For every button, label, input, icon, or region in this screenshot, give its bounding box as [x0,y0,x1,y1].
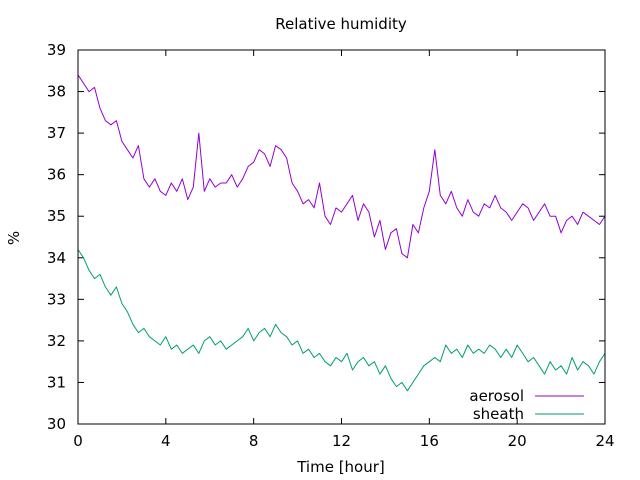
y-tick-label: 35 [47,207,66,225]
x-tick-label: 24 [595,432,614,450]
y-axis-label: % [5,231,23,245]
y-tick-label: 38 [47,83,66,101]
y-tick-label: 36 [47,166,66,184]
x-axis-label: Time [hour] [296,458,385,476]
series-line-sheath [77,249,606,392]
y-tick-label: 34 [47,249,66,267]
x-tick-label: 0 [73,432,83,450]
plot-area [77,74,606,392]
y-tick-label: 32 [47,332,66,350]
x-tick-label: 8 [249,432,259,450]
series-line-aerosol [77,74,606,259]
x-tick-label: 12 [332,432,351,450]
legend-label-aerosol: aerosol [469,387,524,405]
y-tick-label: 39 [47,41,66,59]
y-tick-label: 30 [47,415,66,433]
y-tick-label: 37 [47,124,66,142]
y-tick-label: 33 [47,290,66,308]
plot-frame [77,49,606,425]
y-tick-label: 31 [47,373,66,391]
x-tick-label: 16 [420,432,439,450]
x-tick-label: 20 [508,432,527,450]
legend-label-sheath: sheath [473,405,524,423]
chart-title: Relative humidity [275,15,407,33]
y-axis: 30 31 32 33 34 35 36 37 38 39 [47,41,605,433]
x-axis: 0 4 8 12 16 20 24 [73,50,615,450]
x-tick-label: 4 [161,432,171,450]
